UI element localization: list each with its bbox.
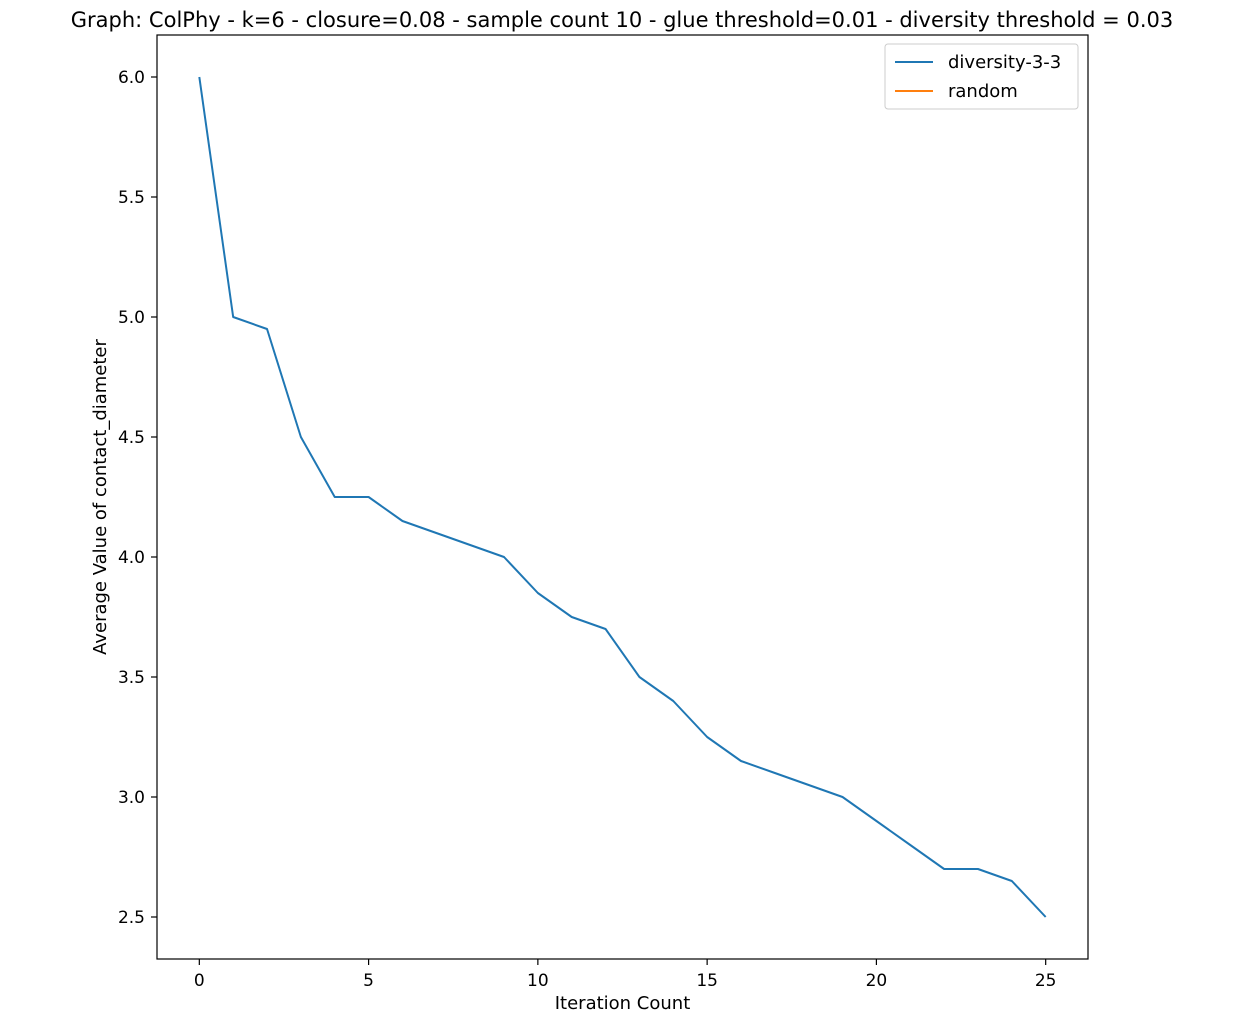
y-axis: 2.5 3.0 3.5 4.0 4.5 5.0 5.5 6.0 [118, 68, 157, 928]
y-tick-label: 5.5 [118, 188, 145, 208]
plot-frame [156, 34, 1089, 960]
legend: diversity-3-3 random [884, 43, 1079, 110]
x-axis: 0 5 10 15 20 25 [194, 959, 1057, 991]
x-tick-label: 15 [696, 971, 718, 991]
x-tick-label: 20 [866, 971, 888, 991]
series-line-diversity-3-3 [198, 76, 1047, 918]
y-tick-label: 3.5 [118, 668, 145, 688]
legend-label-random: random [948, 81, 1018, 102]
y-tick-label: 6.0 [118, 68, 145, 88]
chart-title: Graph: ColPhy - k=6 - closure=0.08 - sam… [71, 8, 1173, 32]
y-tick-label: 4.5 [118, 428, 145, 448]
y-tick-label: 5.0 [118, 308, 145, 328]
y-axis-label: Average Value of contact_diameter [90, 338, 111, 654]
plot-series-group [198, 76, 1047, 918]
x-tick-label: 25 [1035, 971, 1057, 991]
x-axis-label: Iteration Count [555, 993, 691, 1014]
legend-label-diversity-3-3: diversity-3-3 [948, 52, 1061, 73]
y-tick-label: 3.0 [118, 788, 145, 808]
x-tick-label: 0 [194, 971, 205, 991]
legend-box [884, 43, 1079, 110]
y-tick-label: 2.5 [118, 908, 145, 928]
x-tick-label: 10 [527, 971, 549, 991]
x-tick-label: 5 [363, 971, 374, 991]
y-tick-label: 4.0 [118, 548, 145, 568]
